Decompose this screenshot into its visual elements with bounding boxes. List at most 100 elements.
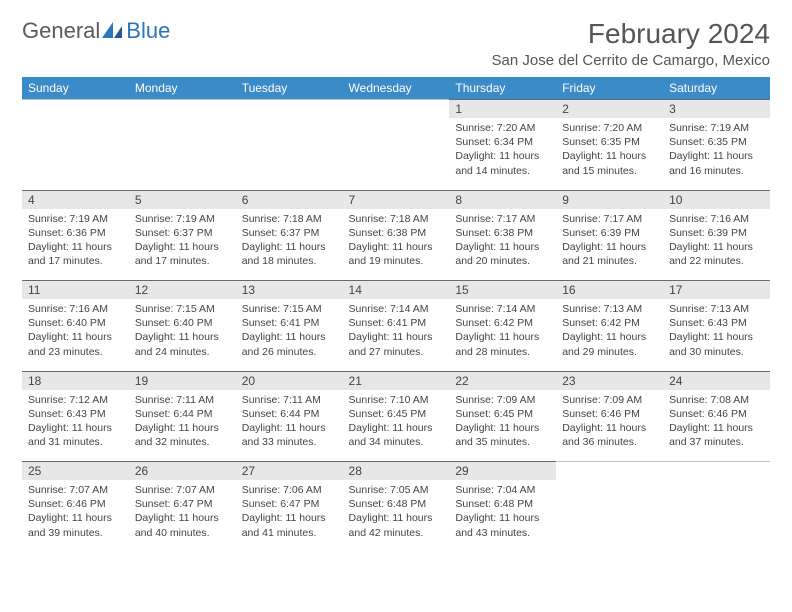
day-number-cell — [129, 100, 236, 119]
day-content-cell — [556, 480, 663, 552]
daylight-text: Daylight: 11 hours and 17 minutes. — [28, 240, 123, 268]
daylight-text: Daylight: 11 hours and 40 minutes. — [135, 511, 230, 539]
day-content-cell: Sunrise: 7:12 AMSunset: 6:43 PMDaylight:… — [22, 390, 129, 462]
day-content-cell: Sunrise: 7:07 AMSunset: 6:46 PMDaylight:… — [22, 480, 129, 552]
sunset-text: Sunset: 6:40 PM — [28, 316, 123, 330]
sunrise-text: Sunrise: 7:07 AM — [28, 483, 123, 497]
day-content-cell: Sunrise: 7:10 AMSunset: 6:45 PMDaylight:… — [343, 390, 450, 462]
day-content-cell: Sunrise: 7:17 AMSunset: 6:39 PMDaylight:… — [556, 209, 663, 281]
daylight-text: Daylight: 11 hours and 27 minutes. — [349, 330, 444, 358]
day-number-cell — [663, 462, 770, 481]
daylight-text: Daylight: 11 hours and 22 minutes. — [669, 240, 764, 268]
sunrise-text: Sunrise: 7:09 AM — [562, 393, 657, 407]
sunset-text: Sunset: 6:43 PM — [669, 316, 764, 330]
day-number-row: 18192021222324 — [22, 371, 770, 390]
day-content-row: Sunrise: 7:07 AMSunset: 6:46 PMDaylight:… — [22, 480, 770, 552]
daylight-text: Daylight: 11 hours and 26 minutes. — [242, 330, 337, 358]
daylight-text: Daylight: 11 hours and 35 minutes. — [455, 421, 550, 449]
day-content-cell: Sunrise: 7:17 AMSunset: 6:38 PMDaylight:… — [449, 209, 556, 281]
day-number-cell — [343, 100, 450, 119]
sunrise-text: Sunrise: 7:04 AM — [455, 483, 550, 497]
sunset-text: Sunset: 6:47 PM — [242, 497, 337, 511]
daylight-text: Daylight: 11 hours and 19 minutes. — [349, 240, 444, 268]
day-number-cell: 9 — [556, 190, 663, 209]
sunrise-text: Sunrise: 7:13 AM — [669, 302, 764, 316]
day-content-cell: Sunrise: 7:16 AMSunset: 6:39 PMDaylight:… — [663, 209, 770, 281]
day-content-cell: Sunrise: 7:11 AMSunset: 6:44 PMDaylight:… — [129, 390, 236, 462]
sunrise-text: Sunrise: 7:11 AM — [242, 393, 337, 407]
sunset-text: Sunset: 6:46 PM — [562, 407, 657, 421]
day-number-cell: 26 — [129, 462, 236, 481]
day-content-row: Sunrise: 7:19 AMSunset: 6:36 PMDaylight:… — [22, 209, 770, 281]
sunrise-text: Sunrise: 7:18 AM — [349, 212, 444, 226]
day-content-cell — [22, 118, 129, 190]
daylight-text: Daylight: 11 hours and 23 minutes. — [28, 330, 123, 358]
day-content-cell: Sunrise: 7:14 AMSunset: 6:41 PMDaylight:… — [343, 299, 450, 371]
day-number-cell: 8 — [449, 190, 556, 209]
location-subtitle: San Jose del Cerrito de Camargo, Mexico — [492, 52, 770, 69]
sunrise-text: Sunrise: 7:16 AM — [28, 302, 123, 316]
day-content-cell: Sunrise: 7:20 AMSunset: 6:35 PMDaylight:… — [556, 118, 663, 190]
day-number-cell: 4 — [22, 190, 129, 209]
day-content-cell: Sunrise: 7:07 AMSunset: 6:47 PMDaylight:… — [129, 480, 236, 552]
day-content-cell — [129, 118, 236, 190]
sunrise-text: Sunrise: 7:05 AM — [349, 483, 444, 497]
day-content-cell: Sunrise: 7:15 AMSunset: 6:40 PMDaylight:… — [129, 299, 236, 371]
day-content-cell: Sunrise: 7:14 AMSunset: 6:42 PMDaylight:… — [449, 299, 556, 371]
sunset-text: Sunset: 6:34 PM — [455, 135, 550, 149]
day-number-cell: 22 — [449, 371, 556, 390]
day-number-cell: 10 — [663, 190, 770, 209]
day-number-cell: 7 — [343, 190, 450, 209]
day-number-cell: 19 — [129, 371, 236, 390]
day-number-cell — [556, 462, 663, 481]
day-content-row: Sunrise: 7:16 AMSunset: 6:40 PMDaylight:… — [22, 299, 770, 371]
sunset-text: Sunset: 6:38 PM — [455, 226, 550, 240]
sunset-text: Sunset: 6:42 PM — [562, 316, 657, 330]
day-number-row: 45678910 — [22, 190, 770, 209]
day-number-cell: 14 — [343, 281, 450, 300]
month-title: February 2024 — [492, 18, 770, 50]
daylight-text: Daylight: 11 hours and 37 minutes. — [669, 421, 764, 449]
logo: General Blue — [22, 18, 170, 44]
weekday-header: Thursday — [449, 77, 556, 100]
sunrise-text: Sunrise: 7:18 AM — [242, 212, 337, 226]
sunset-text: Sunset: 6:41 PM — [349, 316, 444, 330]
day-number-cell: 25 — [22, 462, 129, 481]
day-number-cell: 13 — [236, 281, 343, 300]
daylight-text: Daylight: 11 hours and 18 minutes. — [242, 240, 337, 268]
sunset-text: Sunset: 6:45 PM — [349, 407, 444, 421]
day-content-cell: Sunrise: 7:19 AMSunset: 6:37 PMDaylight:… — [129, 209, 236, 281]
day-content-cell — [236, 118, 343, 190]
weekday-header: Sunday — [22, 77, 129, 100]
weekday-header: Tuesday — [236, 77, 343, 100]
sunrise-text: Sunrise: 7:09 AM — [455, 393, 550, 407]
sunrise-text: Sunrise: 7:11 AM — [135, 393, 230, 407]
sunset-text: Sunset: 6:46 PM — [28, 497, 123, 511]
sunset-text: Sunset: 6:38 PM — [349, 226, 444, 240]
weekday-header-row: Sunday Monday Tuesday Wednesday Thursday… — [22, 77, 770, 100]
daylight-text: Daylight: 11 hours and 32 minutes. — [135, 421, 230, 449]
daylight-text: Daylight: 11 hours and 36 minutes. — [562, 421, 657, 449]
day-number-cell: 1 — [449, 100, 556, 119]
logo-text-blue: Blue — [126, 18, 170, 44]
sunset-text: Sunset: 6:39 PM — [562, 226, 657, 240]
sunrise-text: Sunrise: 7:13 AM — [562, 302, 657, 316]
daylight-text: Daylight: 11 hours and 42 minutes. — [349, 511, 444, 539]
day-number-cell: 5 — [129, 190, 236, 209]
weekday-header: Monday — [129, 77, 236, 100]
daylight-text: Daylight: 11 hours and 24 minutes. — [135, 330, 230, 358]
sunset-text: Sunset: 6:48 PM — [455, 497, 550, 511]
sunrise-text: Sunrise: 7:12 AM — [28, 393, 123, 407]
day-content-row: Sunrise: 7:12 AMSunset: 6:43 PMDaylight:… — [22, 390, 770, 462]
sunrise-text: Sunrise: 7:19 AM — [669, 121, 764, 135]
day-content-cell: Sunrise: 7:11 AMSunset: 6:44 PMDaylight:… — [236, 390, 343, 462]
day-content-cell — [343, 118, 450, 190]
daylight-text: Daylight: 11 hours and 39 minutes. — [28, 511, 123, 539]
day-number-cell: 18 — [22, 371, 129, 390]
sunrise-text: Sunrise: 7:07 AM — [135, 483, 230, 497]
daylight-text: Daylight: 11 hours and 28 minutes. — [455, 330, 550, 358]
title-block: February 2024 San Jose del Cerrito de Ca… — [492, 18, 770, 69]
daylight-text: Daylight: 11 hours and 41 minutes. — [242, 511, 337, 539]
daylight-text: Daylight: 11 hours and 43 minutes. — [455, 511, 550, 539]
day-number-cell: 23 — [556, 371, 663, 390]
